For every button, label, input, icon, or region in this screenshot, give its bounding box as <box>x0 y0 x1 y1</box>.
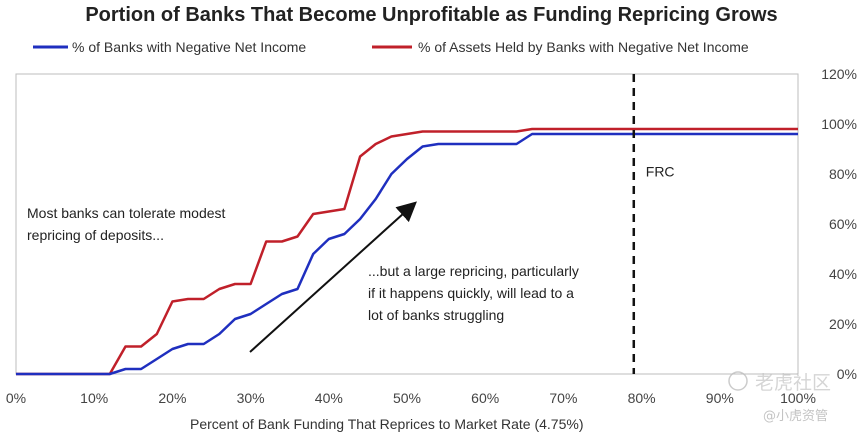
series-line-assets <box>16 127 798 376</box>
annotation-line-3: ...but a large repricing, particularly <box>368 263 579 279</box>
x-tick-label: 30% <box>237 390 265 406</box>
legend-label-assets: % of Assets Held by Banks with Negative … <box>418 39 749 55</box>
x-tick-label: 20% <box>158 390 186 406</box>
annotation-line-4: if it happens quickly, will lead to a <box>368 285 574 301</box>
annotation-line-2: repricing of deposits... <box>27 227 164 243</box>
plot-frame <box>15 73 799 375</box>
y-axis-ticks: 0% 20% 40% 60% 80% 100% 120% <box>821 66 857 382</box>
annotation-line-5: lot of banks struggling <box>368 307 504 323</box>
x-tick-label: 80% <box>628 390 656 406</box>
x-axis-label: Percent of Bank Funding That Reprices to… <box>190 416 584 432</box>
x-tick-label: 70% <box>549 390 577 406</box>
legend-label-banks: % of Banks with Negative Net Income <box>72 39 306 55</box>
x-tick-label: 60% <box>471 390 499 406</box>
watermark-line-2: @小虎资管 <box>763 409 828 424</box>
series-layer <box>16 127 798 376</box>
legend: % of Banks with Negative Net Income % of… <box>33 39 749 55</box>
watermark: 老虎社区 @小虎资管 <box>728 371 831 424</box>
y-tick-label: 0% <box>837 366 857 382</box>
series-line-banks <box>16 132 798 376</box>
y-tick-label: 100% <box>821 116 857 132</box>
x-axis-ticks: 0% 10% 20% 30% 40% 50% 60% 70% 80% 90% 100% <box>6 390 816 406</box>
y-tick-label: 60% <box>829 216 857 232</box>
x-tick-label: 0% <box>6 390 26 406</box>
watermark-line-1: 老虎社区 <box>755 372 831 394</box>
x-tick-label: 40% <box>315 390 343 406</box>
y-tick-label: 40% <box>829 266 857 282</box>
x-tick-label: 10% <box>80 390 108 406</box>
annotation-line-1: Most banks can tolerate modest <box>27 205 226 221</box>
trend-arrow <box>249 201 417 353</box>
y-tick-label: 80% <box>829 166 857 182</box>
x-tick-label: 100% <box>780 390 816 406</box>
y-tick-label: 120% <box>821 66 857 82</box>
chart-title: Portion of Banks That Become Unprofitabl… <box>85 4 778 26</box>
watermark-logo-icon <box>728 371 748 391</box>
x-tick-label: 90% <box>706 390 734 406</box>
y-tick-label: 20% <box>829 316 857 332</box>
x-tick-label: 50% <box>393 390 421 406</box>
frc-label: FRC <box>646 164 675 180</box>
